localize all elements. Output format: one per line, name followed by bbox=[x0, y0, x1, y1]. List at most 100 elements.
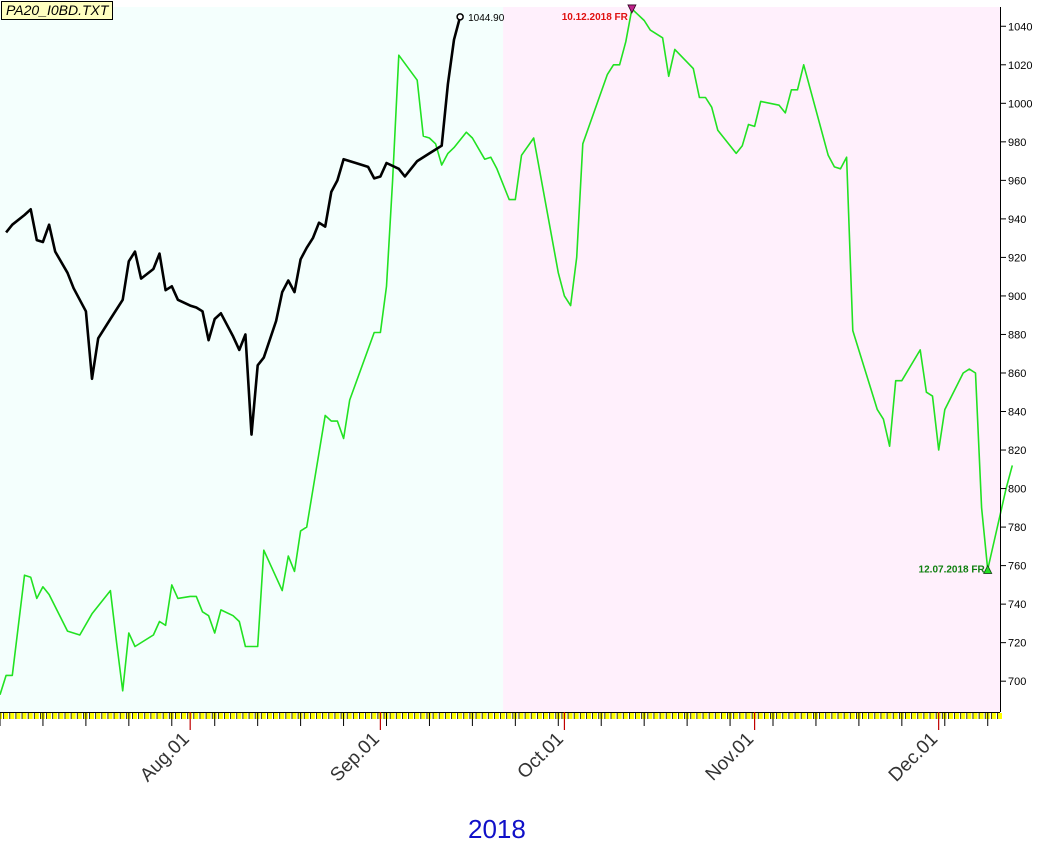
day-marker bbox=[568, 713, 573, 719]
day-marker bbox=[274, 713, 279, 719]
day-marker bbox=[746, 713, 751, 719]
day-marker bbox=[194, 713, 199, 719]
day-marker bbox=[237, 713, 242, 719]
day-marker bbox=[783, 713, 788, 719]
y-tick-label: 940 bbox=[1008, 214, 1026, 226]
day-marker bbox=[65, 713, 70, 719]
chart-title-badge: PA20_I0BD.TXT bbox=[1, 1, 114, 20]
day-marker bbox=[243, 713, 248, 719]
day-marker bbox=[519, 713, 524, 719]
day-marker bbox=[102, 713, 107, 719]
y-tick-label: 880 bbox=[1008, 329, 1026, 341]
x-tick-label: Aug.01 bbox=[136, 729, 193, 786]
day-marker bbox=[537, 713, 542, 719]
day-marker bbox=[249, 713, 254, 719]
x-tick-label: Nov.01 bbox=[702, 729, 758, 785]
day-marker bbox=[409, 713, 414, 719]
day-marker bbox=[525, 713, 530, 719]
x-tick-label: Dec.01 bbox=[885, 729, 942, 786]
day-marker bbox=[267, 713, 272, 719]
forecast-line bbox=[0, 8, 1014, 695]
day-marker bbox=[286, 713, 291, 719]
day-marker bbox=[507, 713, 512, 719]
y-tick-label: 980 bbox=[1008, 137, 1026, 149]
day-marker bbox=[905, 713, 910, 719]
day-marker bbox=[90, 713, 95, 719]
day-marker bbox=[96, 713, 101, 719]
day-marker bbox=[366, 713, 371, 719]
day-marker bbox=[335, 713, 340, 719]
day-marker bbox=[71, 713, 76, 719]
day-marker bbox=[157, 713, 162, 719]
day-marker bbox=[458, 713, 463, 719]
day-marker bbox=[304, 713, 309, 719]
day-marker bbox=[807, 713, 812, 719]
day-marker bbox=[292, 713, 297, 719]
day-marker bbox=[838, 713, 843, 719]
day-marker bbox=[396, 713, 401, 719]
day-marker bbox=[433, 713, 438, 719]
day-marker bbox=[261, 713, 266, 719]
day-marker bbox=[59, 713, 64, 719]
day-marker bbox=[402, 713, 407, 719]
day-marker bbox=[912, 713, 917, 719]
past-period-background bbox=[0, 7, 504, 712]
day-marker bbox=[550, 713, 555, 719]
day-marker bbox=[740, 713, 745, 719]
day-marker bbox=[132, 713, 137, 719]
day-marker bbox=[501, 713, 506, 719]
day-marker bbox=[329, 713, 334, 719]
day-marker bbox=[182, 713, 187, 719]
day-marker bbox=[53, 713, 58, 719]
high-marker-icon bbox=[627, 4, 637, 14]
day-marker bbox=[353, 713, 358, 719]
day-marker bbox=[998, 713, 1002, 719]
day-marker bbox=[691, 713, 696, 719]
day-marker bbox=[887, 713, 892, 719]
day-marker bbox=[611, 713, 616, 719]
day-marker bbox=[77, 713, 82, 719]
day-marker bbox=[421, 713, 426, 719]
day-marker bbox=[948, 713, 953, 719]
day-marker bbox=[654, 713, 659, 719]
day-marker bbox=[108, 713, 113, 719]
day-marker bbox=[593, 713, 598, 719]
day-marker bbox=[574, 713, 579, 719]
day-marker bbox=[678, 713, 683, 719]
high-marker-label: 10.12.2018 FR bbox=[562, 12, 629, 23]
day-marker bbox=[323, 713, 328, 719]
day-marker bbox=[200, 713, 205, 719]
day-marker bbox=[672, 713, 677, 719]
y-tick-label: 820 bbox=[1008, 445, 1026, 457]
y-tick-label: 840 bbox=[1008, 407, 1026, 419]
day-marker bbox=[145, 713, 150, 719]
day-marker bbox=[310, 713, 315, 719]
day-marker bbox=[531, 713, 536, 719]
day-marker bbox=[758, 713, 763, 719]
day-marker bbox=[924, 713, 929, 719]
day-marker bbox=[586, 713, 591, 719]
y-tick-label: 780 bbox=[1008, 522, 1026, 534]
day-marker bbox=[47, 713, 52, 719]
day-marker bbox=[734, 713, 739, 719]
day-marker bbox=[795, 713, 800, 719]
y-tick-label: 720 bbox=[1008, 638, 1026, 650]
y-tick-label: 1040 bbox=[1008, 21, 1032, 33]
y-tick-label: 760 bbox=[1008, 561, 1026, 573]
day-marker bbox=[139, 713, 144, 719]
x-tick-label: Sep.01 bbox=[326, 729, 383, 786]
day-marker bbox=[764, 713, 769, 719]
day-marker bbox=[439, 713, 444, 719]
y-tick-label: 1020 bbox=[1008, 60, 1032, 72]
x-tick-label: Oct.01 bbox=[514, 729, 568, 783]
day-marker bbox=[359, 713, 364, 719]
day-marker bbox=[930, 713, 935, 719]
day-marker bbox=[476, 713, 481, 719]
day-marker bbox=[629, 713, 634, 719]
day-marker bbox=[451, 713, 456, 719]
day-marker bbox=[617, 713, 622, 719]
y-tick-label: 860 bbox=[1008, 368, 1026, 380]
day-marker bbox=[801, 713, 806, 719]
day-marker bbox=[163, 713, 168, 719]
day-marker bbox=[869, 713, 874, 719]
